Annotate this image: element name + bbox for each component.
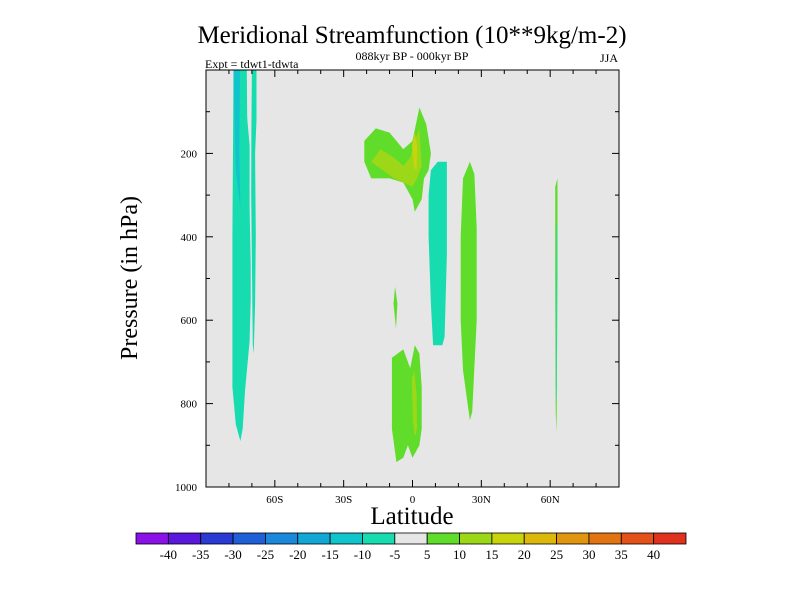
- colorbar-label: -10: [354, 547, 371, 562]
- y-tick-label: 600: [181, 315, 198, 327]
- contour-region-tropical-upper-positive: [364, 107, 431, 212]
- colorbar-box: [426, 532, 460, 545]
- contour-regions: [232, 70, 558, 462]
- colorbar-label: -20: [289, 547, 306, 562]
- chart-subtitle: 088kyr BP - 000kyr BP: [356, 49, 469, 63]
- contour-region-nh-subtropical-positive-cell: [460, 161, 477, 421]
- colorbar-box: [135, 532, 169, 545]
- colorbar-label: -5: [389, 547, 400, 562]
- colorbar-box: [265, 532, 299, 545]
- colorbar-label: 35: [615, 547, 628, 562]
- contour-region-tropical-lower-positive-core: [411, 370, 418, 437]
- x-tick-label: 60N: [541, 494, 560, 506]
- colorbar-box: [491, 532, 525, 545]
- colorbar-box: [362, 532, 396, 545]
- colorbar-label: 25: [550, 547, 563, 562]
- contour-region-nh-tropical-negative-cell: [428, 161, 447, 346]
- colorbar-label: -30: [224, 547, 241, 562]
- colorbar-label: 20: [518, 547, 531, 562]
- axis-ticks: 60S 30S 0 30N 60N 200 400 600 800 1000: [175, 70, 619, 506]
- colorbar-label: -35: [192, 547, 209, 562]
- colorbar-label: -40: [160, 547, 177, 562]
- contour-region-sh-polar-negative-core: [233, 70, 241, 208]
- x-tick-label: 30S: [335, 494, 352, 506]
- colorbar-labels: -40 -35 -30 -25 -20 -15 -10 -5 5 10 15 20 25 30 35 40: [160, 547, 660, 562]
- colorbar-box: [653, 532, 687, 545]
- contour-region-tropical-upper-positive-peak: [412, 132, 418, 171]
- colorbar-box: [459, 532, 493, 545]
- contour-region-tropical-lower-positive: [391, 345, 422, 462]
- colorbar-box: [620, 532, 655, 545]
- experiment-label: Expt = tdwt1-tdwta: [205, 57, 299, 71]
- contour-region-sh-high-lat-negative-strip: [251, 70, 257, 354]
- colorbar-label: -25: [257, 547, 274, 562]
- colorbar-box: [523, 532, 557, 545]
- season-label: JJA: [600, 51, 618, 65]
- colorbar-label: -15: [321, 547, 338, 562]
- colorbar-box: [394, 532, 428, 545]
- y-tick-label: 1000: [175, 482, 198, 494]
- colorbar-box: [329, 532, 363, 545]
- colorbar-label: 15: [485, 547, 498, 562]
- colorbar-box: [297, 532, 331, 545]
- chart-title: Meridional Streamfunction (10**9kg/m-2): [197, 22, 626, 49]
- colorbar-label: 5: [424, 547, 431, 562]
- y-tick-label: 800: [181, 399, 198, 411]
- x-tick-label: 0: [410, 494, 416, 506]
- x-tick-label: 30N: [472, 494, 491, 506]
- y-tick-label: 200: [181, 148, 198, 160]
- contour-region-tropical-mid-small-positive: [393, 286, 398, 329]
- colorbar: [135, 532, 687, 545]
- contour-region-sh-polar-negative-inner: [242, 70, 248, 321]
- x-tick-label: 60S: [266, 494, 283, 506]
- colorbar-box: [167, 532, 202, 545]
- colorbar-box: [556, 532, 590, 545]
- x-axis-label: Latitude: [370, 503, 453, 530]
- colorbar-label: 40: [647, 547, 660, 562]
- contour-region-tropical-upper-positive-core: [371, 128, 422, 187]
- colorbar-box: [588, 532, 622, 545]
- colorbar-label: 30: [582, 547, 595, 562]
- y-axis-label: Pressure (in hPa): [117, 196, 143, 360]
- colorbar-label: 10: [453, 547, 466, 562]
- colorbar-box: [232, 532, 266, 545]
- y-tick-label: 400: [181, 232, 198, 244]
- colorbar-box: [200, 532, 234, 545]
- contour-region-nh-midlat-negative-core: [555, 220, 557, 404]
